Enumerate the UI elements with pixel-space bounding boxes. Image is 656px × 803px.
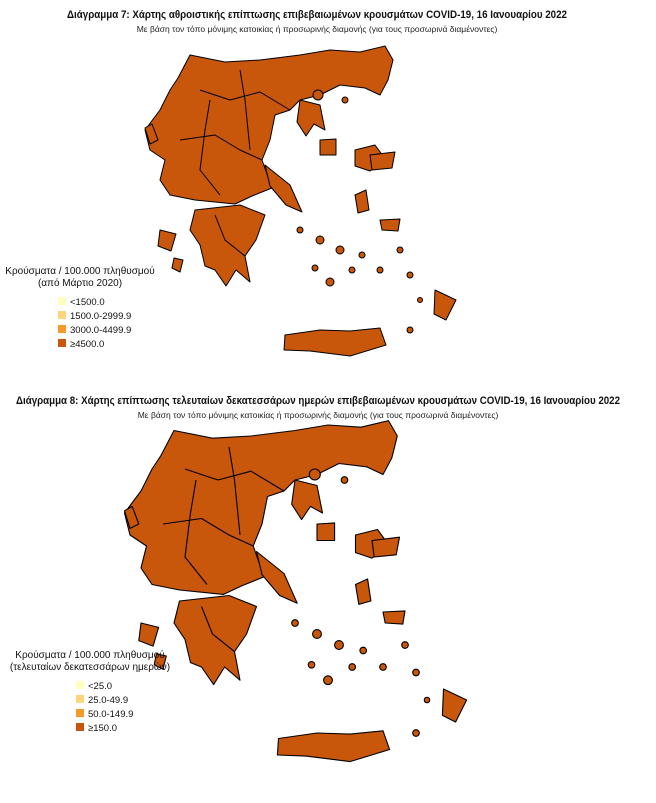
map-title: Διάγραμμα 8: Χάρτης επίπτωσης τελευταίων… (16, 395, 620, 407)
greece-regions (123, 420, 468, 763)
legend-swatch (58, 297, 66, 305)
legend-label: ≥4500.0 (70, 339, 104, 350)
legend-title: (τελευταίων δεκατεσσάρων ημερών) (10, 661, 170, 673)
legend-label: <1500.0 (70, 297, 105, 308)
legend-label: 3000.0-4499.9 (70, 325, 131, 336)
legend-title: Κρούσματα / 100.000 πληθυσμού (15, 649, 164, 661)
legend-label: 1500.0-2999.9 (70, 311, 131, 322)
legend-swatch (76, 723, 84, 731)
legend-title: (από Μάρτιο 2020) (38, 277, 122, 289)
legend-title: Κρούσματα / 100.000 πληθυσμού (5, 265, 154, 277)
legend-label: 25.0-49.9 (88, 695, 128, 706)
legend-label: ≥150.0 (88, 723, 117, 734)
legend-swatch (58, 325, 66, 333)
map-subtitle: Με βάση τον τόπο μόνιμης κατοικίας ή προ… (138, 410, 499, 420)
map-subtitle: Με βάση τον τόπο μόνιμης κατοικίας ή προ… (137, 24, 498, 34)
legend-swatch (76, 681, 84, 689)
legend-swatch (76, 695, 84, 703)
legend-swatch (58, 311, 66, 319)
legend-swatch (76, 709, 84, 717)
legend-swatch (58, 339, 66, 347)
legend-label: <25.0 (88, 681, 112, 692)
map-title: Διάγραμμα 7: Χάρτης αθροιστικής επίπτωση… (67, 9, 567, 21)
greece-regions (144, 45, 457, 357)
legend-label: 50.0-149.9 (88, 709, 133, 720)
